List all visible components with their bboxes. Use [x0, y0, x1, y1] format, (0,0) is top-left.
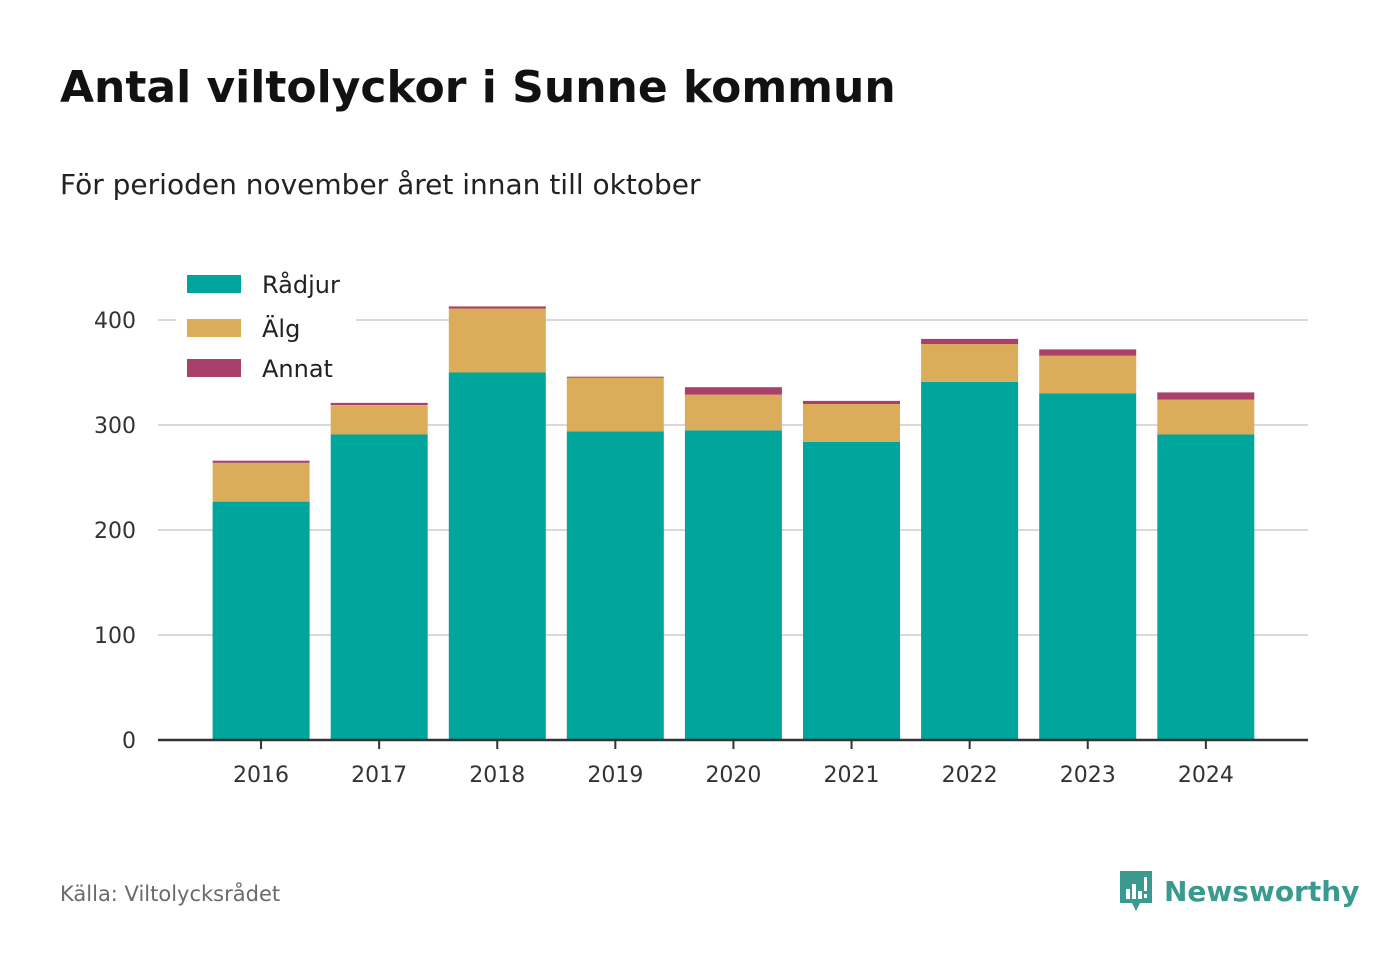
bar-annat-2024: [1157, 392, 1255, 400]
bar-rådjur-2018: [448, 372, 546, 740]
bar-älg-2017: [330, 405, 428, 435]
chart-subtitle: För perioden november året innan till ok…: [60, 168, 701, 201]
newsworthy-logo-icon: [1120, 871, 1152, 911]
x-tick-label-2021: 2021: [824, 763, 880, 788]
legend-swatch-annat: [187, 359, 241, 377]
bar-rådjur-2017: [330, 434, 428, 740]
bar-älg-2024: [1157, 399, 1255, 435]
x-tick-label-2024: 2024: [1178, 763, 1234, 788]
legend-label-rådjur: Rådjur: [262, 270, 340, 299]
legend-swatch-älg: [187, 319, 241, 337]
bar-annat-2020: [684, 387, 782, 395]
bar-älg-2019: [566, 377, 664, 432]
legend-swatch-rådjur: [187, 275, 241, 293]
bar-annat-2018: [448, 306, 546, 309]
source-note: Källa: Viltolycksrådet: [60, 882, 281, 906]
bar-älg-2020: [684, 394, 782, 431]
bar-annat-2023: [1039, 349, 1137, 356]
x-tick-label-2019: 2019: [587, 763, 643, 788]
bar-annat-2019: [566, 376, 664, 378]
bar-älg-2022: [921, 344, 1019, 382]
bar-annat-2016: [212, 460, 310, 463]
x-tick-label-2017: 2017: [351, 763, 407, 788]
y-tick-label-100: 100: [94, 624, 136, 649]
bar-rådjur-2016: [212, 501, 310, 740]
bar-annat-2017: [330, 402, 428, 405]
brand-name: Newsworthy: [1164, 874, 1360, 908]
bar-rådjur-2021: [803, 441, 900, 740]
y-tick-label-400: 400: [94, 309, 136, 334]
x-tick-label-2023: 2023: [1060, 763, 1116, 788]
bar-rådjur-2022: [921, 381, 1019, 740]
bar-älg-2016: [212, 462, 310, 502]
bar-annat-2022: [921, 338, 1019, 345]
bar-rådjur-2020: [684, 430, 782, 741]
bar-rådjur-2024: [1157, 434, 1255, 740]
bar-älg-2023: [1039, 355, 1137, 394]
bar-älg-2018: [448, 308, 546, 373]
legend-label-älg: Älg: [262, 314, 300, 343]
x-tick-label-2020: 2020: [705, 763, 761, 788]
bar-rådjur-2023: [1039, 393, 1137, 740]
y-tick-label-300: 300: [94, 414, 136, 439]
bar-annat-2021: [803, 400, 900, 404]
x-tick-label-2018: 2018: [469, 763, 525, 788]
brand-logo: Newsworthy: [1118, 868, 1359, 914]
x-tick-label-2016: 2016: [233, 763, 289, 788]
bar-rådjur-2019: [566, 431, 664, 740]
y-tick-label-200: 200: [94, 519, 136, 544]
y-tick-label-0: 0: [122, 729, 136, 754]
legend-label-annat: Annat: [262, 355, 333, 383]
x-tick-label-2022: 2022: [942, 763, 998, 788]
bar-älg-2021: [803, 404, 900, 442]
chart-title: Antal viltolyckor i Sunne kommun: [60, 62, 896, 113]
